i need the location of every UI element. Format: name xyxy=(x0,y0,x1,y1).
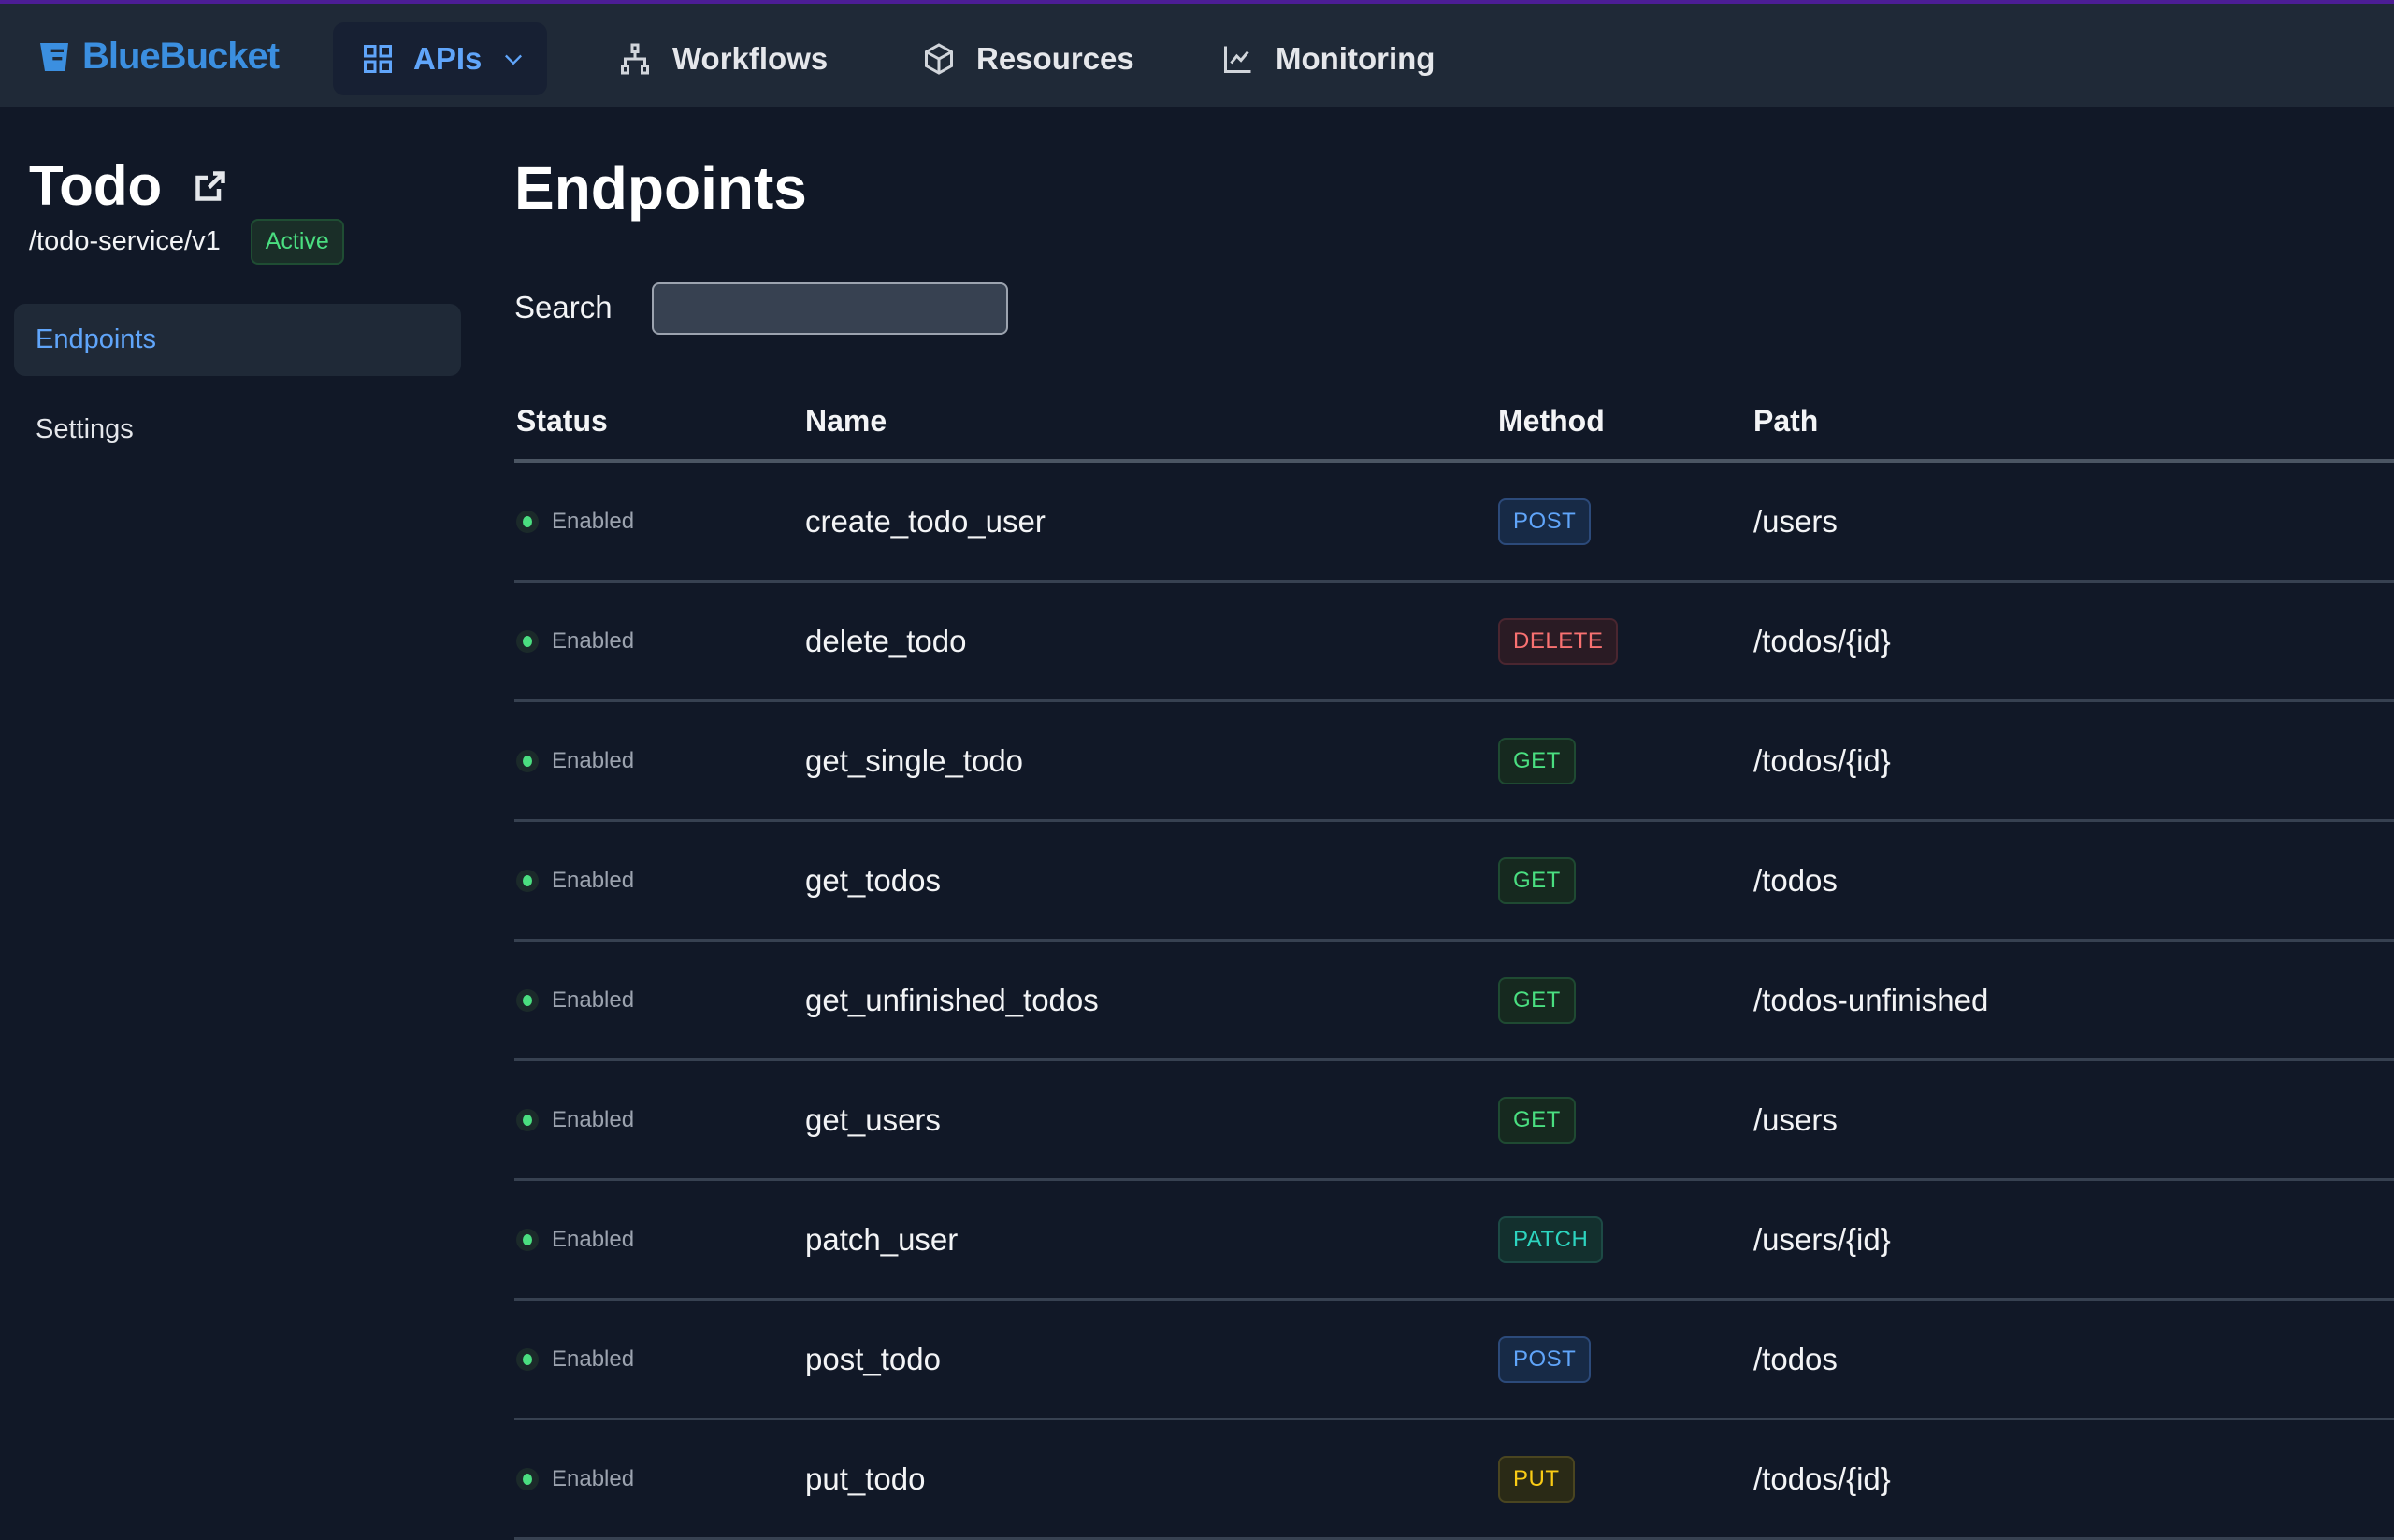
column-status[interactable]: Status xyxy=(516,404,608,438)
top-navigation: BlueBucket APIs Workflows Resources Moni… xyxy=(0,0,2394,107)
endpoint-path: /todos/{id} xyxy=(1753,742,1891,778)
endpoint-name[interactable]: create_todo_user xyxy=(805,503,1046,539)
column-name[interactable]: Name xyxy=(805,404,887,438)
endpoint-path: /todos/{id} xyxy=(1753,1461,1891,1496)
method-badge: PATCH xyxy=(1498,1216,1604,1263)
endpoints-table: Status Name Method Path Enabled create_to… xyxy=(514,387,2394,1540)
status-dot-icon xyxy=(516,869,539,892)
endpoint-path: /todos xyxy=(1753,1341,1838,1376)
status-text: Enabled xyxy=(552,627,635,654)
status-dot-icon xyxy=(516,1228,539,1251)
sidebar-item-settings[interactable]: Settings xyxy=(36,414,134,444)
status-badge: Active xyxy=(250,219,344,265)
api-title: Todo xyxy=(29,153,227,218)
endpoint-name[interactable]: post_todo xyxy=(805,1341,941,1376)
status-text: Enabled xyxy=(552,1106,635,1132)
sitemap-icon xyxy=(621,43,649,75)
search-input[interactable] xyxy=(652,282,1008,335)
table-body: Enabled create_todo_user POST/users Enabled… xyxy=(514,463,2394,1540)
status-cell: Enabled xyxy=(516,748,634,774)
grid-icon xyxy=(364,45,392,73)
page-title: Endpoints xyxy=(514,154,807,222)
status-text: Enabled xyxy=(552,986,635,1013)
chart-line-icon xyxy=(1224,46,1251,73)
table-row[interactable]: Enabled put_todo PUT/todos/{id} xyxy=(514,1420,2394,1540)
nav-workflows[interactable]: Workflows xyxy=(618,22,828,95)
endpoint-name[interactable]: get_todos xyxy=(805,862,941,898)
status-text: Enabled xyxy=(552,747,635,773)
method-badge: PUT xyxy=(1498,1455,1575,1503)
status-dot-icon xyxy=(516,988,539,1012)
status-text: Enabled xyxy=(552,1226,635,1252)
method-badge: DELETE xyxy=(1498,617,1619,665)
table-row[interactable]: Enabled create_todo_user POST/users xyxy=(514,463,2394,583)
status-cell: Enabled xyxy=(516,628,634,655)
status-cell: Enabled xyxy=(516,987,634,1014)
status-cell: Enabled xyxy=(516,868,634,894)
column-method[interactable]: Method xyxy=(1498,404,1605,438)
table-row[interactable]: Enabled patch_user PATCH/users/{id} xyxy=(514,1181,2394,1301)
bucket-icon xyxy=(40,42,68,71)
api-path: /todo-service/v1 xyxy=(29,226,221,256)
table-row[interactable]: Enabled get_todos GET/todos xyxy=(514,822,2394,942)
api-name: Todo xyxy=(29,154,163,217)
cube-icon xyxy=(925,43,953,75)
status-dot-icon xyxy=(516,510,539,533)
nav-monitoring-label: Monitoring xyxy=(1276,41,1435,76)
status-dot-icon xyxy=(516,1347,539,1371)
endpoint-name[interactable]: put_todo xyxy=(805,1461,926,1496)
endpoint-path: /todos xyxy=(1753,862,1838,898)
status-text: Enabled xyxy=(552,1346,635,1372)
search-label: Search xyxy=(514,290,613,324)
table-header: Status Name Method Path xyxy=(514,387,2394,463)
method-badge: POST xyxy=(1498,497,1592,545)
table-row[interactable]: Enabled delete_todo DELETE/todos/{id} xyxy=(514,583,2394,702)
external-link-icon[interactable] xyxy=(194,169,227,203)
endpoint-name[interactable]: patch_user xyxy=(805,1221,959,1257)
chevron-down-icon xyxy=(505,54,523,65)
endpoint-name[interactable]: get_users xyxy=(805,1101,941,1137)
method-badge: GET xyxy=(1498,976,1576,1024)
brand-logo[interactable]: BlueBucket xyxy=(36,36,280,78)
endpoint-path: /todos/{id} xyxy=(1753,623,1891,658)
status-cell: Enabled xyxy=(516,1227,634,1253)
endpoint-path: /users xyxy=(1753,503,1838,539)
endpoint-path: /todos-unfinished xyxy=(1753,982,1989,1017)
nav-monitoring[interactable]: Monitoring xyxy=(1221,22,1435,95)
status-cell: Enabled xyxy=(516,1107,634,1133)
status-text: Enabled xyxy=(552,508,635,534)
status-dot-icon xyxy=(516,1467,539,1490)
status-cell: Enabled xyxy=(516,1466,634,1492)
column-path[interactable]: Path xyxy=(1753,404,1819,438)
table-row[interactable]: Enabled get_unfinished_todos GET/todos-unf… xyxy=(514,942,2394,1061)
table-row[interactable]: Enabled get_single_todo GET/todos/{id} xyxy=(514,702,2394,822)
sidebar-item-endpoints[interactable]: Endpoints xyxy=(14,304,461,376)
status-cell: Enabled xyxy=(516,1346,634,1373)
method-badge: GET xyxy=(1498,737,1576,784)
status-dot-icon xyxy=(516,1108,539,1131)
endpoint-name[interactable]: get_unfinished_todos xyxy=(805,982,1099,1017)
nav-apis[interactable]: APIs xyxy=(333,22,547,95)
endpoint-path: /users xyxy=(1753,1101,1838,1137)
status-dot-icon xyxy=(516,629,539,653)
status-text: Enabled xyxy=(552,1465,635,1491)
nav-workflows-label: Workflows xyxy=(672,41,829,76)
nav-resources-label: Resources xyxy=(976,41,1134,76)
status-text: Enabled xyxy=(552,867,635,893)
brand-name: BlueBucket xyxy=(82,36,280,77)
status-dot-icon xyxy=(516,749,539,772)
method-badge: GET xyxy=(1498,856,1576,904)
table-row[interactable]: Enabled get_users GET/users xyxy=(514,1061,2394,1181)
method-badge: GET xyxy=(1498,1096,1576,1144)
api-path-row: /todo-service/v1 Active xyxy=(29,219,344,265)
endpoint-name[interactable]: delete_todo xyxy=(805,623,967,658)
endpoint-name[interactable]: get_single_todo xyxy=(805,742,1024,778)
status-cell: Enabled xyxy=(516,509,634,535)
nav-apis-label: APIs xyxy=(413,41,483,76)
nav-resources[interactable]: Resources xyxy=(922,22,1134,95)
table-row[interactable]: Enabled post_todo POST/todos xyxy=(514,1301,2394,1420)
endpoint-path: /users/{id} xyxy=(1753,1221,1891,1257)
method-badge: POST xyxy=(1498,1335,1592,1383)
